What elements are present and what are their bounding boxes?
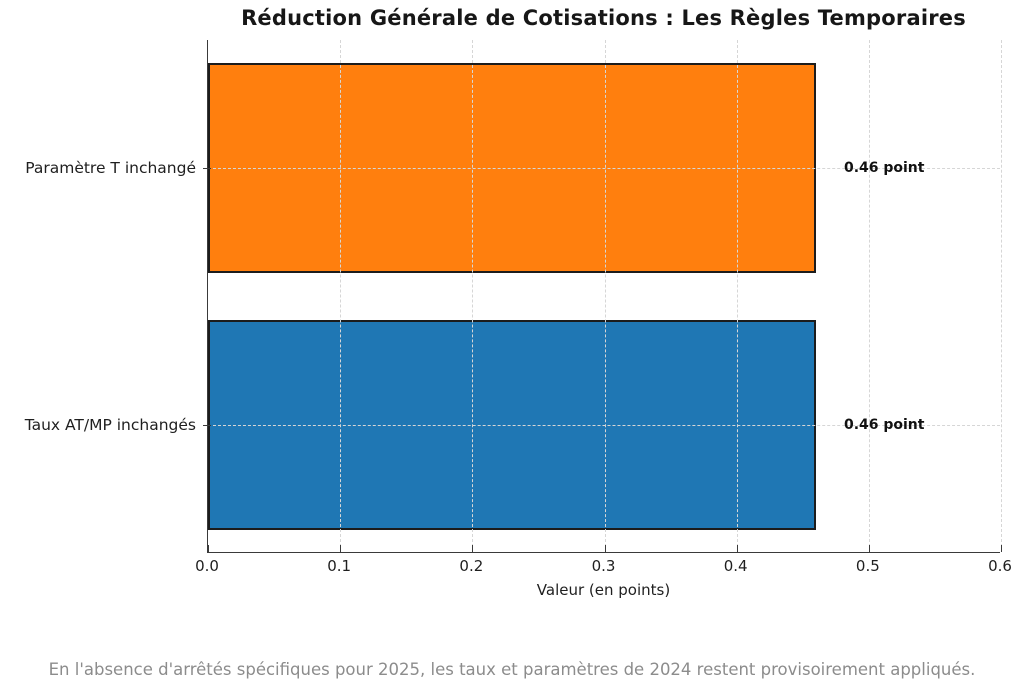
y-axis-tick [203, 424, 211, 426]
bar-value-label: 0.46 point [843, 160, 925, 177]
x-axis-tick [868, 545, 870, 552]
x-tick-label: 0.5 [855, 557, 880, 575]
x-axis-tick [1001, 545, 1002, 552]
x-axis-tick [604, 545, 606, 552]
x-axis-label: Valeur (en points) [536, 581, 671, 599]
y-category-label: Paramètre T inchangé [25, 159, 196, 178]
x-tick-label: 0.4 [723, 557, 748, 575]
x-tick-label: 0.1 [327, 557, 352, 575]
vertical-gridline [472, 40, 474, 552]
horizontal-gridline [208, 168, 1000, 170]
y-axis-tick [203, 168, 211, 170]
horizontal-gridline [208, 424, 1000, 426]
vertical-gridline [340, 40, 342, 552]
footnote: En l'absence d'arrêtés spécifiques pour … [48, 660, 976, 679]
vertical-gridline [868, 40, 870, 552]
chart-title: Réduction Générale de Cotisations : Les … [241, 6, 966, 30]
vertical-gridline [604, 40, 606, 552]
x-axis-tick [208, 545, 209, 552]
x-tick-label: 0.6 [988, 557, 1012, 575]
x-axis-tick [340, 545, 342, 552]
vertical-gridline [1001, 40, 1002, 552]
x-tick-label: 0.0 [195, 557, 219, 575]
plot-area: 0.46 point 0.46 point [203, 40, 1002, 553]
x-axis-tick [736, 545, 738, 552]
x-axis-tick [472, 545, 474, 552]
bar-value-label: 0.46 point [843, 416, 925, 433]
vertical-gridline [736, 40, 738, 552]
y-category-label: Taux AT/MP inchangés [24, 415, 196, 434]
x-tick-label: 0.2 [459, 557, 484, 575]
x-tick-label: 0.3 [591, 557, 616, 575]
